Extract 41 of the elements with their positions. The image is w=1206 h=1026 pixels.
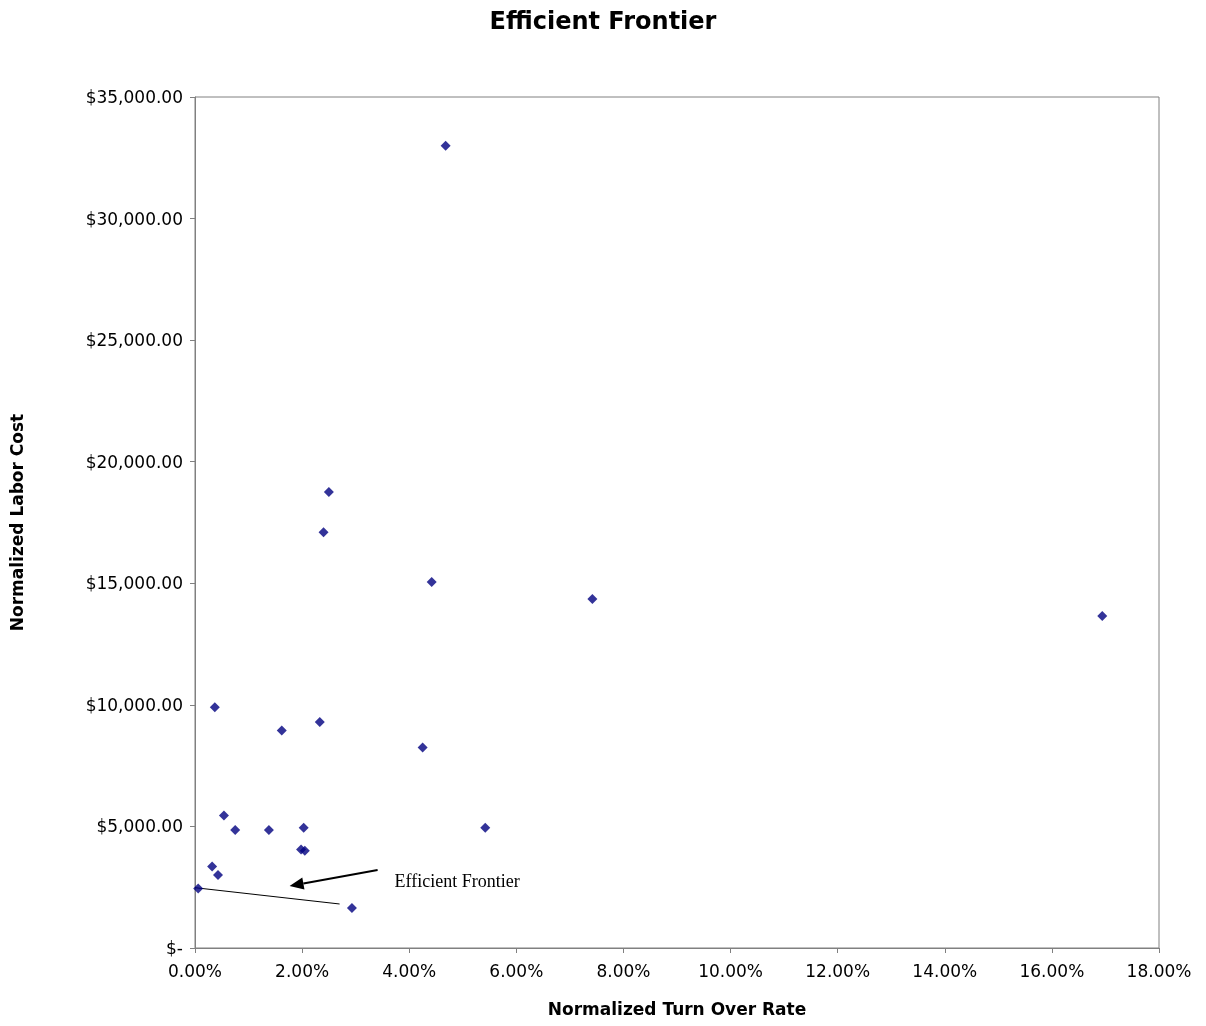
- y-tick-label: $5,000.00: [96, 816, 183, 837]
- point: [1097, 611, 1108, 622]
- point: [209, 702, 220, 713]
- point: [218, 810, 229, 821]
- y-tick-label: $25,000.00: [85, 330, 183, 351]
- point: [323, 487, 334, 498]
- point: [314, 716, 325, 727]
- x-tick-label: 4.00%: [382, 960, 437, 981]
- point: [318, 527, 329, 538]
- y-tick-label: $15,000.00: [85, 573, 183, 594]
- point: [417, 742, 428, 753]
- y-tick-label: $30,000.00: [85, 208, 183, 229]
- x-tick-label: 18.00%: [1126, 960, 1192, 981]
- point: [193, 883, 204, 894]
- x-tick-label: 12.00%: [805, 960, 871, 981]
- x-tick-label: 8.00%: [596, 960, 651, 981]
- chart-title: Efficient Frontier: [489, 7, 717, 35]
- point: [587, 594, 598, 605]
- point: [207, 861, 218, 872]
- x-axis-title: Normalized Turn Over Rate: [547, 998, 807, 1019]
- x-tick-label: 14.00%: [912, 960, 978, 981]
- point: [440, 140, 451, 151]
- point: [426, 577, 437, 588]
- y-tick-label: $20,000.00: [85, 451, 183, 472]
- x-tick-label: 2.00%: [275, 960, 330, 981]
- y-tick-label: $-: [166, 938, 183, 958]
- y-tick-label: $10,000.00: [85, 694, 183, 715]
- annotation: Efficient Frontier: [394, 870, 520, 891]
- y-axis-title: Normalized Labor Cost: [6, 413, 27, 632]
- y-tick-label: $35,000.00: [85, 87, 183, 107]
- x-tick-label: 10.00%: [698, 960, 763, 981]
- x-tick-label: 0.00%: [167, 960, 223, 981]
- point: [298, 822, 309, 833]
- x-tick-label: 6.00%: [489, 960, 544, 981]
- point: [263, 825, 274, 836]
- point: [230, 825, 241, 836]
- point: [480, 822, 491, 833]
- x-tick-label: 16.00%: [1019, 960, 1085, 981]
- point: [276, 725, 287, 736]
- point: [346, 902, 357, 913]
- point: [213, 870, 224, 881]
